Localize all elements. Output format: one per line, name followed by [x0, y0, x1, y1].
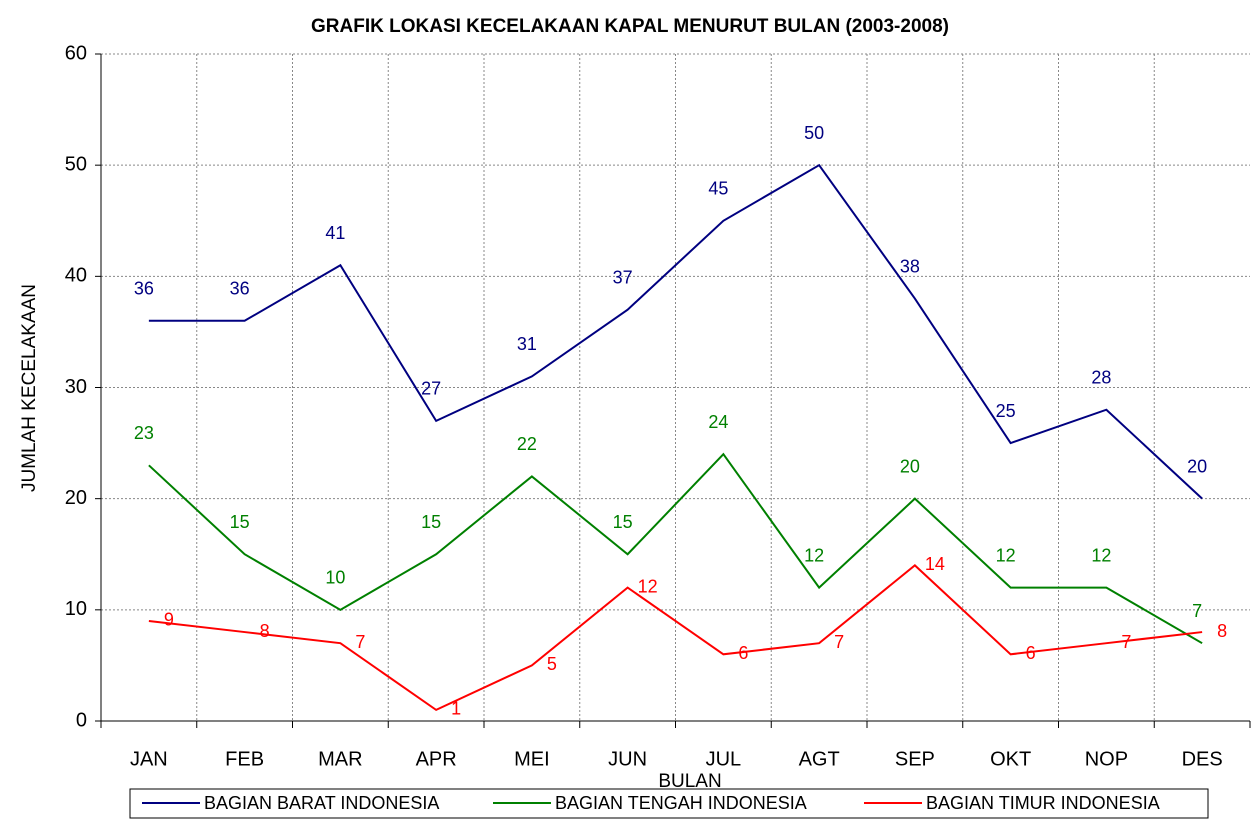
x-tick-label: DES: [1182, 748, 1223, 770]
data-label: 8: [1217, 621, 1227, 641]
data-label: 6: [1026, 643, 1036, 663]
y-tick-label: 20: [65, 487, 87, 509]
data-label: 15: [421, 512, 441, 532]
data-label: 6: [738, 643, 748, 663]
series-line: [148, 452, 1203, 645]
series-line: [148, 564, 1203, 712]
data-label: 38: [900, 256, 920, 276]
y-tick-label: 30: [65, 376, 87, 398]
data-label: 22: [517, 434, 537, 454]
data-label: 12: [804, 545, 824, 565]
x-tick-label: JAN: [130, 748, 168, 770]
data-label: 36: [230, 279, 250, 299]
data-label: 50: [804, 123, 824, 143]
data-label: 1: [451, 699, 461, 719]
y-tick-label: 40: [65, 265, 87, 287]
x-tick-label: SEP: [895, 748, 935, 770]
data-label: 31: [517, 334, 537, 354]
data-label: 23: [134, 423, 154, 443]
data-label: 12: [996, 545, 1016, 565]
data-label: 15: [613, 512, 633, 532]
x-tick-label: OKT: [990, 748, 1031, 770]
data-label: 10: [325, 568, 345, 588]
data-label: 27: [421, 379, 441, 399]
x-tick-label: JUL: [706, 748, 742, 770]
data-label: 7: [1192, 601, 1202, 621]
data-label: 5: [547, 654, 557, 674]
x-tick-label: MEI: [514, 748, 550, 770]
data-label: 20: [1187, 456, 1207, 476]
x-tick-label: NOP: [1085, 748, 1128, 770]
y-tick-label: 10: [65, 598, 87, 620]
legend-label: BAGIAN TENGAH INDONESIA: [555, 793, 807, 813]
data-label: 7: [834, 632, 844, 652]
data-label: 12: [1091, 545, 1111, 565]
legend-box: [129, 788, 1209, 819]
data-label: 14: [925, 554, 945, 574]
data-label: 8: [260, 621, 270, 641]
data-label: 7: [1121, 632, 1131, 652]
data-label: 12: [638, 576, 658, 596]
y-tick-label: 0: [76, 709, 87, 731]
series-line: [148, 163, 1203, 500]
y-tick-label: 60: [65, 42, 87, 64]
y-tick-label: 50: [65, 153, 87, 175]
x-tick-label: MAR: [318, 748, 362, 770]
x-tick-label: APR: [416, 748, 457, 770]
data-label: 9: [164, 610, 174, 630]
legend-label: BAGIAN BARAT INDONESIA: [204, 793, 439, 813]
data-label: 41: [325, 223, 345, 243]
data-label: 36: [134, 279, 154, 299]
data-label: 15: [230, 512, 250, 532]
data-label: 37: [613, 267, 633, 287]
data-label: 28: [1091, 367, 1111, 387]
x-tick-label: AGT: [799, 748, 840, 770]
y-axis-label: JUMLAH KECELAKAAN: [19, 284, 40, 492]
x-tick-label: FEB: [225, 748, 264, 770]
legend-label: BAGIAN TIMUR INDONESIA: [926, 793, 1160, 813]
data-label: 24: [708, 412, 728, 432]
x-tick-label: JUN: [608, 748, 647, 770]
data-label: 45: [708, 179, 728, 199]
data-label: 25: [996, 401, 1016, 421]
data-label: 7: [355, 632, 365, 652]
chart-title: GRAFIK LOKASI KECELAKAAN KAPAL MENURUT B…: [311, 16, 949, 37]
x-axis-label: BULAN: [658, 771, 721, 792]
data-label: 20: [900, 456, 920, 476]
